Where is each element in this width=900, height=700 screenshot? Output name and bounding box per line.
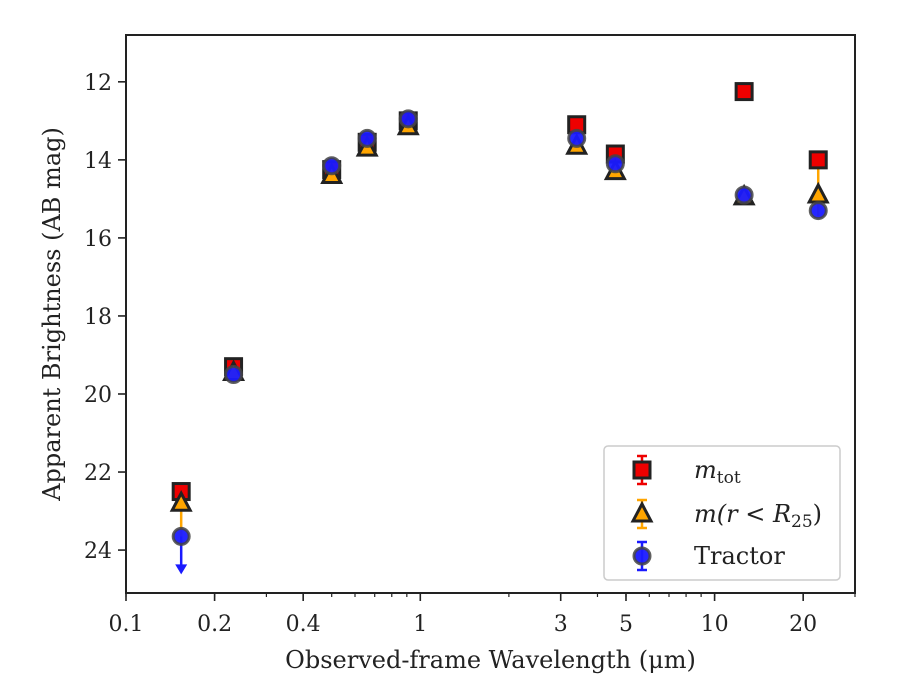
legend-label: Tractor xyxy=(694,542,785,570)
y-tick-label: 18 xyxy=(84,305,112,330)
circle-point xyxy=(734,185,754,205)
y-tick-label: 20 xyxy=(84,383,112,408)
circle-point xyxy=(171,526,191,546)
y-tick-label: 16 xyxy=(84,227,112,252)
legend-marker-circle xyxy=(632,546,652,566)
x-tick-label: 1 xyxy=(413,612,427,637)
legend-box xyxy=(603,445,841,581)
circle-point xyxy=(398,109,418,129)
legend: mtot m(r < R25) Tractor xyxy=(603,445,841,581)
x-tick-label: 5 xyxy=(619,612,633,637)
x-tick-label: 0.4 xyxy=(286,612,321,637)
y-tick-label: 12 xyxy=(84,71,112,96)
y-axis: 12 14 16 18 20 22 24 xyxy=(84,71,126,564)
y-tick-label: 22 xyxy=(84,461,112,486)
square-point xyxy=(808,150,828,170)
circle-point xyxy=(224,364,244,384)
circle-point xyxy=(357,128,377,148)
legend-marker-square xyxy=(632,460,652,480)
x-tick-label: 3 xyxy=(554,612,568,637)
triangle-point xyxy=(806,181,830,204)
x-axis: 0.1 0.2 0.4 1 3 5 10 20 xyxy=(109,593,856,637)
y-tick-label: 14 xyxy=(84,149,112,174)
legend-label: m(r < R25) xyxy=(694,500,822,532)
plot-area xyxy=(125,34,856,594)
triangle-point xyxy=(169,490,193,512)
legend-marker-triangle xyxy=(630,500,654,523)
x-tick-label: 0.2 xyxy=(197,612,232,637)
circle-point xyxy=(322,156,342,176)
x-tick-label: 0.1 xyxy=(109,612,144,637)
square-point xyxy=(734,82,754,102)
circle-point xyxy=(567,128,587,148)
upper-limit-arrowhead xyxy=(175,564,188,575)
y-axis-label: Apparent Brightness (AB mag) xyxy=(38,127,66,502)
legend-label: mtot xyxy=(694,456,741,488)
x-tick-label: 20 xyxy=(789,612,817,637)
y-tick-label: 24 xyxy=(84,539,112,564)
x-axis-label: Observed-frame Wavelength (μm) xyxy=(285,646,696,674)
circle-point xyxy=(808,201,828,221)
data-marks xyxy=(169,82,830,575)
x-tick-label: 10 xyxy=(701,612,729,637)
circle-point xyxy=(605,154,625,174)
